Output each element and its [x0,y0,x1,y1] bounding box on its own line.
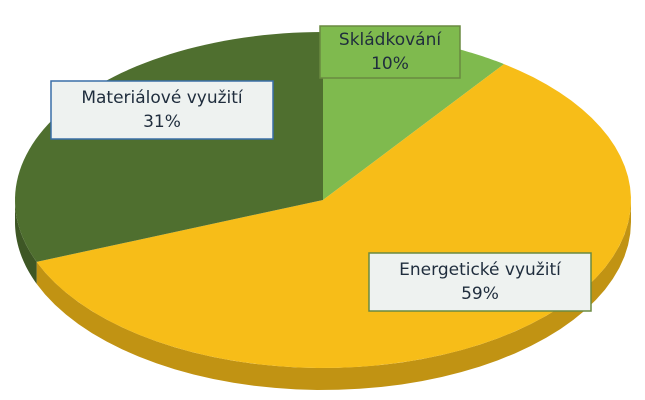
label-value: 31% [143,112,181,132]
label-value: 10% [371,54,409,74]
data-label: Energetické využití 59% [368,252,592,312]
label-category: Materiálové využití [81,88,244,108]
label-value: 59% [461,284,499,304]
label-category: Energetické využití [399,260,562,280]
label-box [319,25,461,79]
label-category: Skládkování [339,30,442,50]
data-label: Skládkování 10% [319,25,461,79]
label-box [368,252,592,312]
data-label: Materiálové využití 31% [50,80,274,140]
slice-side [15,200,37,284]
label-box [50,80,274,140]
